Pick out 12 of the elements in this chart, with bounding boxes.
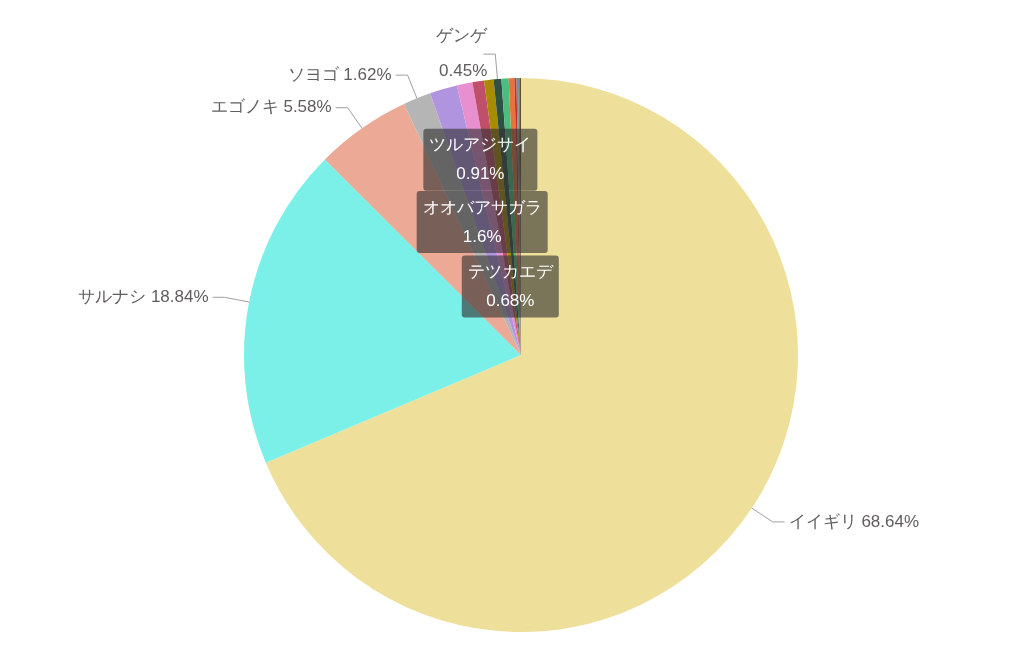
slice-label: エゴノキ 5.58% bbox=[210, 97, 332, 117]
slice-label: イイギリ 68.64% bbox=[788, 511, 920, 531]
slice-label: ゲンゲ bbox=[436, 25, 489, 45]
slice-label: ツルアジサイ bbox=[429, 135, 532, 155]
slice-label: サルナシ 18.84% bbox=[78, 286, 209, 306]
data-label: 0.91% bbox=[456, 164, 505, 184]
data-label: 1.6% bbox=[462, 226, 502, 246]
slice-label: ソヨゴ 1.62% bbox=[287, 64, 392, 84]
slice-label: テツカエデ bbox=[467, 262, 554, 282]
slice-label: オオバアサガラ bbox=[422, 197, 542, 217]
data-label: 0.68% bbox=[486, 291, 535, 311]
data-label: 0.45% bbox=[439, 60, 488, 80]
